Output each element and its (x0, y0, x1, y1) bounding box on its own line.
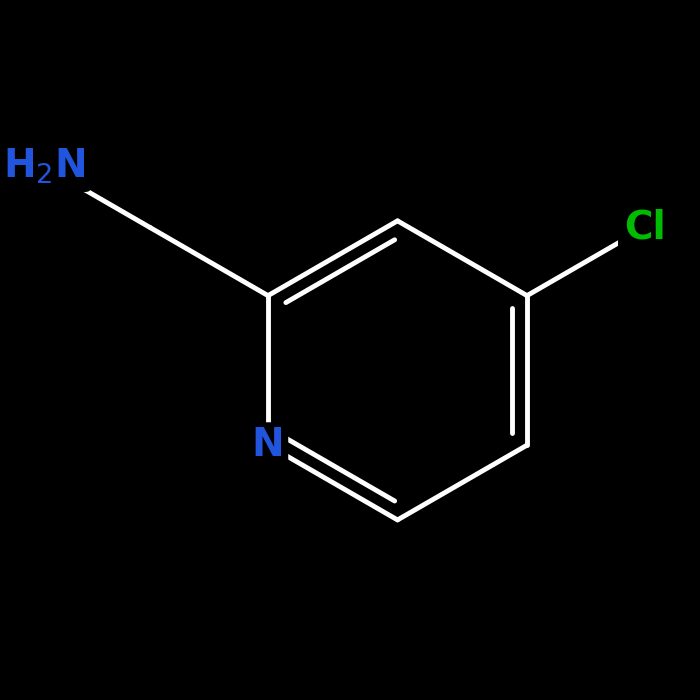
Text: N: N (252, 426, 284, 464)
Text: H$_2$N: H$_2$N (4, 147, 85, 186)
Text: Cl: Cl (624, 209, 666, 246)
